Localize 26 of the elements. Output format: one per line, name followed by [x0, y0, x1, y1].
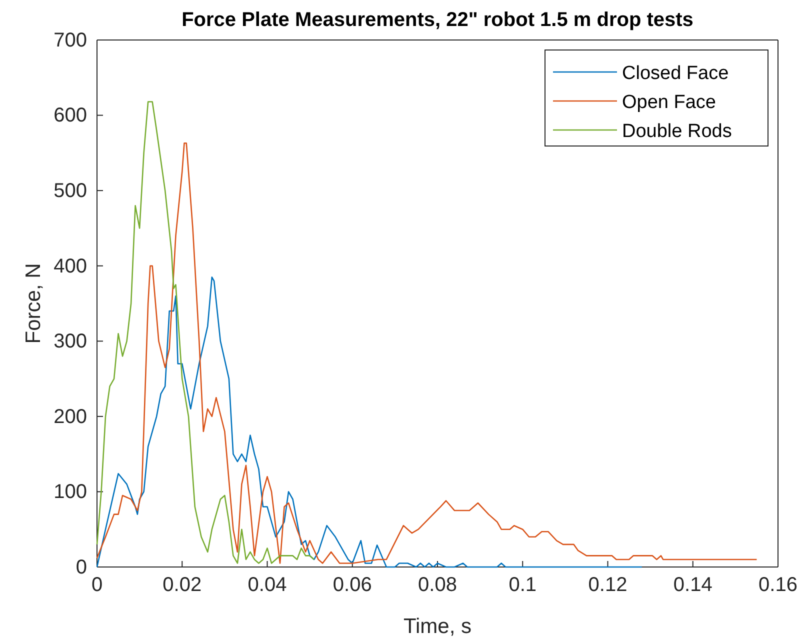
legend-label: Open Face [622, 92, 716, 113]
y-tick-label: 600 [54, 104, 87, 127]
y-tick-label: 200 [54, 406, 87, 428]
chart-title: Force Plate Measurements, 22" robot 1.5 m drop tests [182, 9, 694, 31]
x-tick-label: 0.12 [588, 574, 628, 596]
y-tick-label: 100 [54, 481, 87, 504]
y-tick-label: 500 [54, 180, 87, 202]
line-series [96, 276, 642, 568]
y-tick-label: 300 [54, 330, 87, 353]
x-tick-label: 0.16 [758, 574, 798, 596]
y-tick-label: 700 [54, 29, 87, 52]
line-series [96, 142, 758, 564]
x-tick-label: 0.08 [418, 574, 457, 596]
y-tick-label: 400 [54, 255, 87, 278]
x-tick-label: 0 [91, 574, 103, 596]
y-tick-label: 0 [76, 556, 87, 578]
line-series [96, 101, 315, 564]
x-tick-label: 0.14 [673, 574, 712, 596]
x-tick-label: 0.06 [332, 574, 372, 596]
legend-label: Closed Face [622, 63, 729, 84]
y-axis-title: Force, N [22, 263, 45, 344]
x-tick-label: 0.02 [162, 574, 202, 596]
x-tick-label: 0.1 [508, 574, 537, 596]
legend-label: Double Rods [622, 121, 732, 142]
x-axis-title: Time, s [403, 615, 472, 638]
x-tick-label: 0.04 [248, 574, 287, 596]
